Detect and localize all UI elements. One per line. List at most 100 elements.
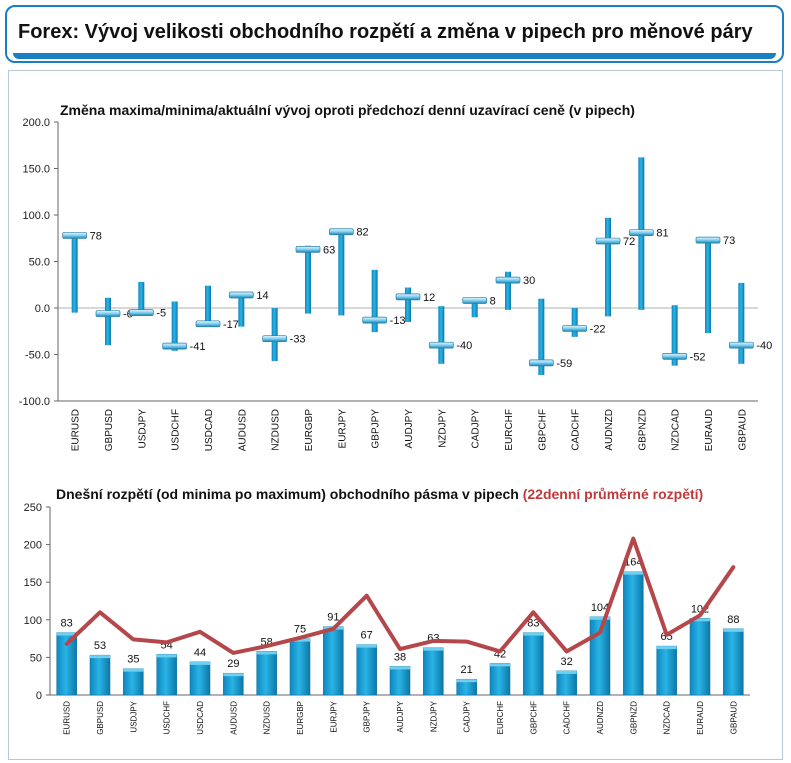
- chart2-bar: [389, 666, 411, 696]
- chart1-title: Změna maxima/minima/aktuální vývoj oprot…: [60, 102, 635, 118]
- chart2-bar-cap: [490, 663, 510, 667]
- chart2-category-label: GBPAUD: [729, 701, 738, 734]
- chart1-category-label: EURCHF: [504, 409, 515, 451]
- chart1-current-marker: [128, 309, 154, 316]
- chart2-bar: [156, 654, 177, 696]
- chart2-y-tick-label: 150: [24, 577, 42, 589]
- chart1-y-tick-label: -100.0: [19, 396, 50, 408]
- chart1-range-bar: [605, 217, 611, 317]
- chart1-range-bar: [205, 285, 211, 325]
- chart1-y-tick-label: 200.0: [22, 117, 50, 129]
- chart2-bar: [256, 651, 277, 696]
- chart2-value-label: 29: [227, 658, 239, 670]
- chart2-bar-cap: [156, 654, 177, 658]
- chart1-value-label: -59: [556, 358, 572, 370]
- chart2-bar-cap: [590, 616, 610, 620]
- chart1-value-label: -52: [690, 351, 706, 363]
- chart1-range-bar: [405, 287, 411, 322]
- chart1-range-bar: [371, 269, 378, 333]
- chart2-bar: [689, 618, 711, 696]
- chart1-value-label: 63: [323, 244, 335, 256]
- chart2-category-label: EURCHF: [496, 701, 505, 734]
- chart2-bar: [223, 672, 244, 696]
- chart1-y-tick-label: 50.0: [29, 257, 50, 269]
- chart1-category-label: EURJPY: [337, 409, 348, 449]
- chart2-y-tick-label: 250: [24, 502, 42, 514]
- chart1-value-label: -33: [290, 334, 306, 346]
- chart2-category-label: USDCAD: [196, 701, 205, 735]
- chart1-range-bar: [571, 308, 578, 337]
- chart2-value-label: 91: [327, 612, 339, 624]
- chart1-range-bar: [171, 301, 178, 351]
- chart1-range-bar: [738, 282, 745, 364]
- chart1-category-label: GBPAUD: [737, 409, 748, 451]
- chart1-y-tick-label: 100.0: [22, 210, 50, 222]
- chart1-range-bar: [505, 271, 511, 310]
- chart1-current-marker: [528, 359, 554, 367]
- page-header: Forex: Vývoj velikosti obchodního rozpět…: [5, 5, 784, 63]
- chart1-current-marker: [562, 325, 588, 332]
- chart1-category-label: GBPCHF: [537, 409, 548, 451]
- chart2-bar-cap: [390, 666, 410, 670]
- chart2-value-label: 32: [561, 656, 573, 668]
- chart1-current-marker: [462, 297, 488, 304]
- chart2-title-suffix: (22denní průměrné rozpětí): [523, 486, 703, 502]
- chart1-range-bar: [271, 308, 278, 362]
- chart2-title-main: Dnešní rozpětí (od minima po maximum) ob…: [56, 486, 523, 502]
- chart1-category-label: GBPJPY: [371, 409, 382, 449]
- chart1-range-bar: [471, 297, 478, 318]
- chart2-category-label: EURGBP: [296, 701, 305, 735]
- chart2-value-label: 53: [94, 640, 106, 652]
- header-accent-bar: [13, 53, 776, 59]
- chart2-category-label: NZDUSD: [263, 701, 272, 735]
- chart2-bar: [189, 661, 211, 696]
- chart2-bar-cap: [256, 651, 277, 655]
- chart2-value-label: 21: [461, 664, 473, 676]
- chart2-value-label: 35: [127, 654, 139, 666]
- chart2-category-label: USDCHF: [163, 701, 172, 734]
- chart2-bar: [623, 571, 644, 696]
- chart1-current-marker: [295, 246, 321, 253]
- chart1-category-label: USDCHF: [171, 409, 182, 451]
- chart2-bar: [323, 626, 344, 696]
- page-title: Forex: Vývoj velikosti obchodního rozpět…: [18, 21, 753, 43]
- chart1-category-label: AUDUSD: [237, 409, 248, 451]
- chart1-category-label: AUDJPY: [404, 409, 415, 449]
- chart1-range-bar: [138, 281, 145, 316]
- chart1-value-label: -6: [123, 309, 133, 321]
- chart1-y-tick-label: -50.0: [25, 350, 50, 362]
- chart1-value-label: -22: [590, 323, 606, 335]
- chart1-value-label: 14: [256, 290, 268, 302]
- chart2-category-label: NZDCAD: [663, 701, 672, 735]
- chart1-category-label: USDCAD: [204, 409, 215, 451]
- chart1-current-marker: [262, 335, 288, 343]
- chart1-range-bar: [338, 228, 345, 316]
- chart1-range-bar: [538, 298, 545, 375]
- chart1-current-marker: [162, 342, 188, 350]
- chart1-current-marker: [628, 229, 654, 237]
- chart2-bar: [89, 654, 111, 696]
- chart1-category-label: GBPUSD: [104, 409, 115, 451]
- chart2-category-label: AUDNZD: [596, 701, 605, 735]
- chart2-y-tick-label: 100: [24, 615, 42, 627]
- chart1-range-bar: [71, 233, 78, 313]
- chart1-category-label: CADJPY: [471, 409, 482, 449]
- chart2-category-label: USDJPY: [129, 700, 138, 732]
- chart2-value-label: 164: [624, 557, 642, 569]
- chart1-range-bar: [705, 237, 711, 334]
- chart2-bar: [656, 645, 677, 696]
- chart2-bar: [123, 668, 144, 696]
- chart2-category-label: AUDUSD: [229, 701, 238, 735]
- chart2-title: Dnešní rozpětí (od minima po maximum) ob…: [56, 486, 703, 502]
- chart2-value-label: 83: [61, 618, 73, 630]
- chart1-value-label: -40: [456, 340, 472, 352]
- chart1-current-marker: [228, 291, 254, 299]
- chart2-avg-line: [64, 536, 736, 655]
- chart1-value-label: 30: [523, 275, 535, 287]
- chart2-bar-cap: [223, 673, 244, 677]
- chart1-category-label: NZDUSD: [271, 409, 282, 451]
- chart1-current-marker: [395, 293, 421, 301]
- chart1-range-bar: [305, 245, 311, 314]
- chart2-category-label: NZDJPY: [429, 700, 438, 732]
- chart2-value-label: 83: [527, 618, 539, 630]
